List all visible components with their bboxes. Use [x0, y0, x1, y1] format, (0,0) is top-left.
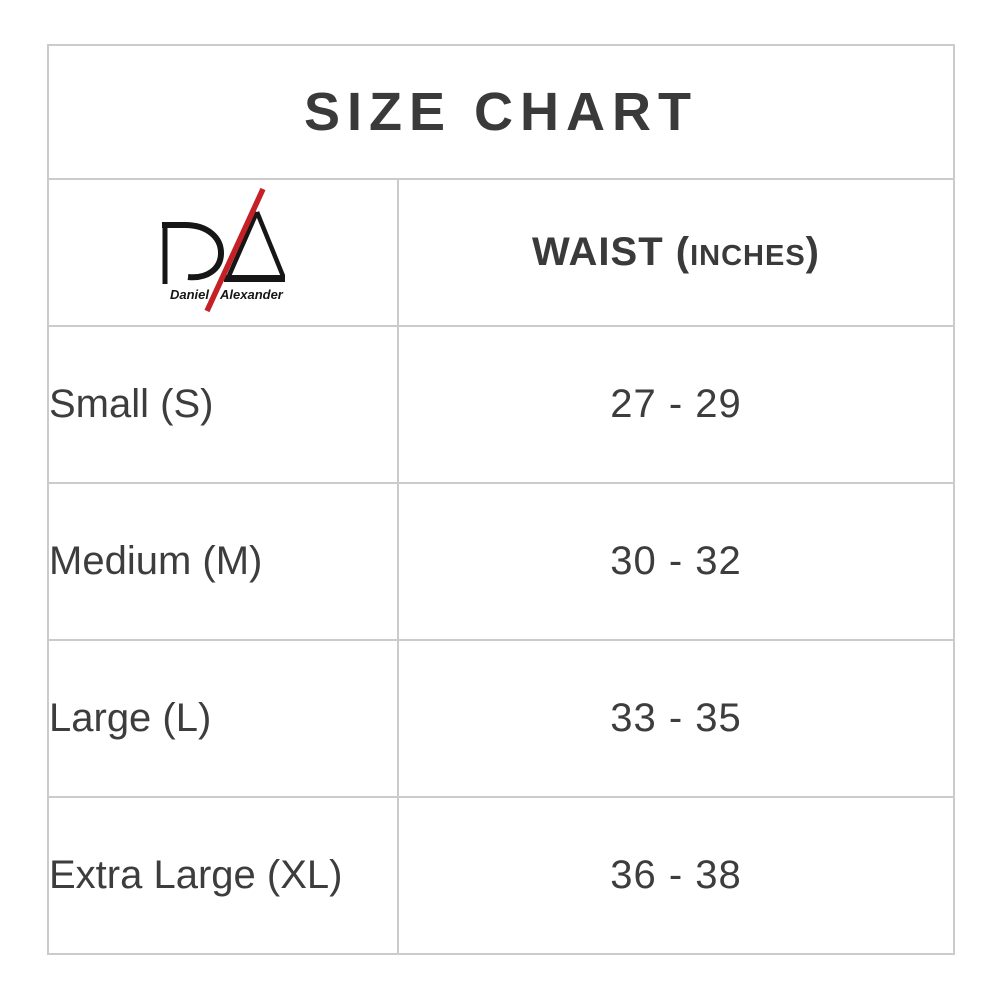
- waist-label: WAIST (: [532, 230, 691, 274]
- size-chart-panel: SIZE CHART: [47, 44, 955, 955]
- size-label-small: Small (S): [47, 325, 399, 484]
- table-row: Small (S) 27 - 29: [47, 325, 955, 484]
- logo-d-bowl: [162, 222, 225, 281]
- waist-column-header: WAIST (INCHES): [532, 230, 820, 274]
- waist-header-cell: WAIST (INCHES): [397, 178, 955, 327]
- da-monogram-icon: Daniel Alexander: [162, 187, 286, 313]
- table-row: Extra Large (XL) 36 - 38: [47, 796, 955, 955]
- size-label-medium: Medium (M): [47, 482, 399, 641]
- brand-name-first: Daniel: [170, 287, 209, 302]
- waist-range-medium: 30 - 32: [397, 482, 955, 641]
- logo-a-left: [225, 211, 260, 279]
- size-chart-table: SIZE CHART: [47, 44, 955, 955]
- logo-a-right: [254, 211, 286, 277]
- waist-range-xlarge: 36 - 38: [397, 796, 955, 955]
- waist-range-large: 33 - 35: [397, 639, 955, 798]
- brand-logo-cell: Daniel Alexander: [47, 178, 399, 327]
- page-title: SIZE CHART: [304, 82, 698, 142]
- brand-name-last: Alexander: [219, 287, 284, 302]
- waist-unit-label: INCHES: [690, 240, 806, 272]
- title-row: SIZE CHART: [47, 44, 955, 180]
- brand-logo: Daniel Alexander: [156, 186, 290, 314]
- waist-range-small: 27 - 29: [397, 325, 955, 484]
- table-row: Medium (M) 30 - 32: [47, 482, 955, 641]
- size-label-large: Large (L): [47, 639, 399, 798]
- title-cell: SIZE CHART: [47, 44, 955, 180]
- size-label-xlarge: Extra Large (XL): [47, 796, 399, 955]
- header-row: Daniel Alexander WAIST (INCHES): [47, 178, 955, 327]
- logo-red-slash: [204, 187, 266, 313]
- waist-label-close: ): [805, 230, 820, 274]
- table-row: Large (L) 33 - 35: [47, 639, 955, 798]
